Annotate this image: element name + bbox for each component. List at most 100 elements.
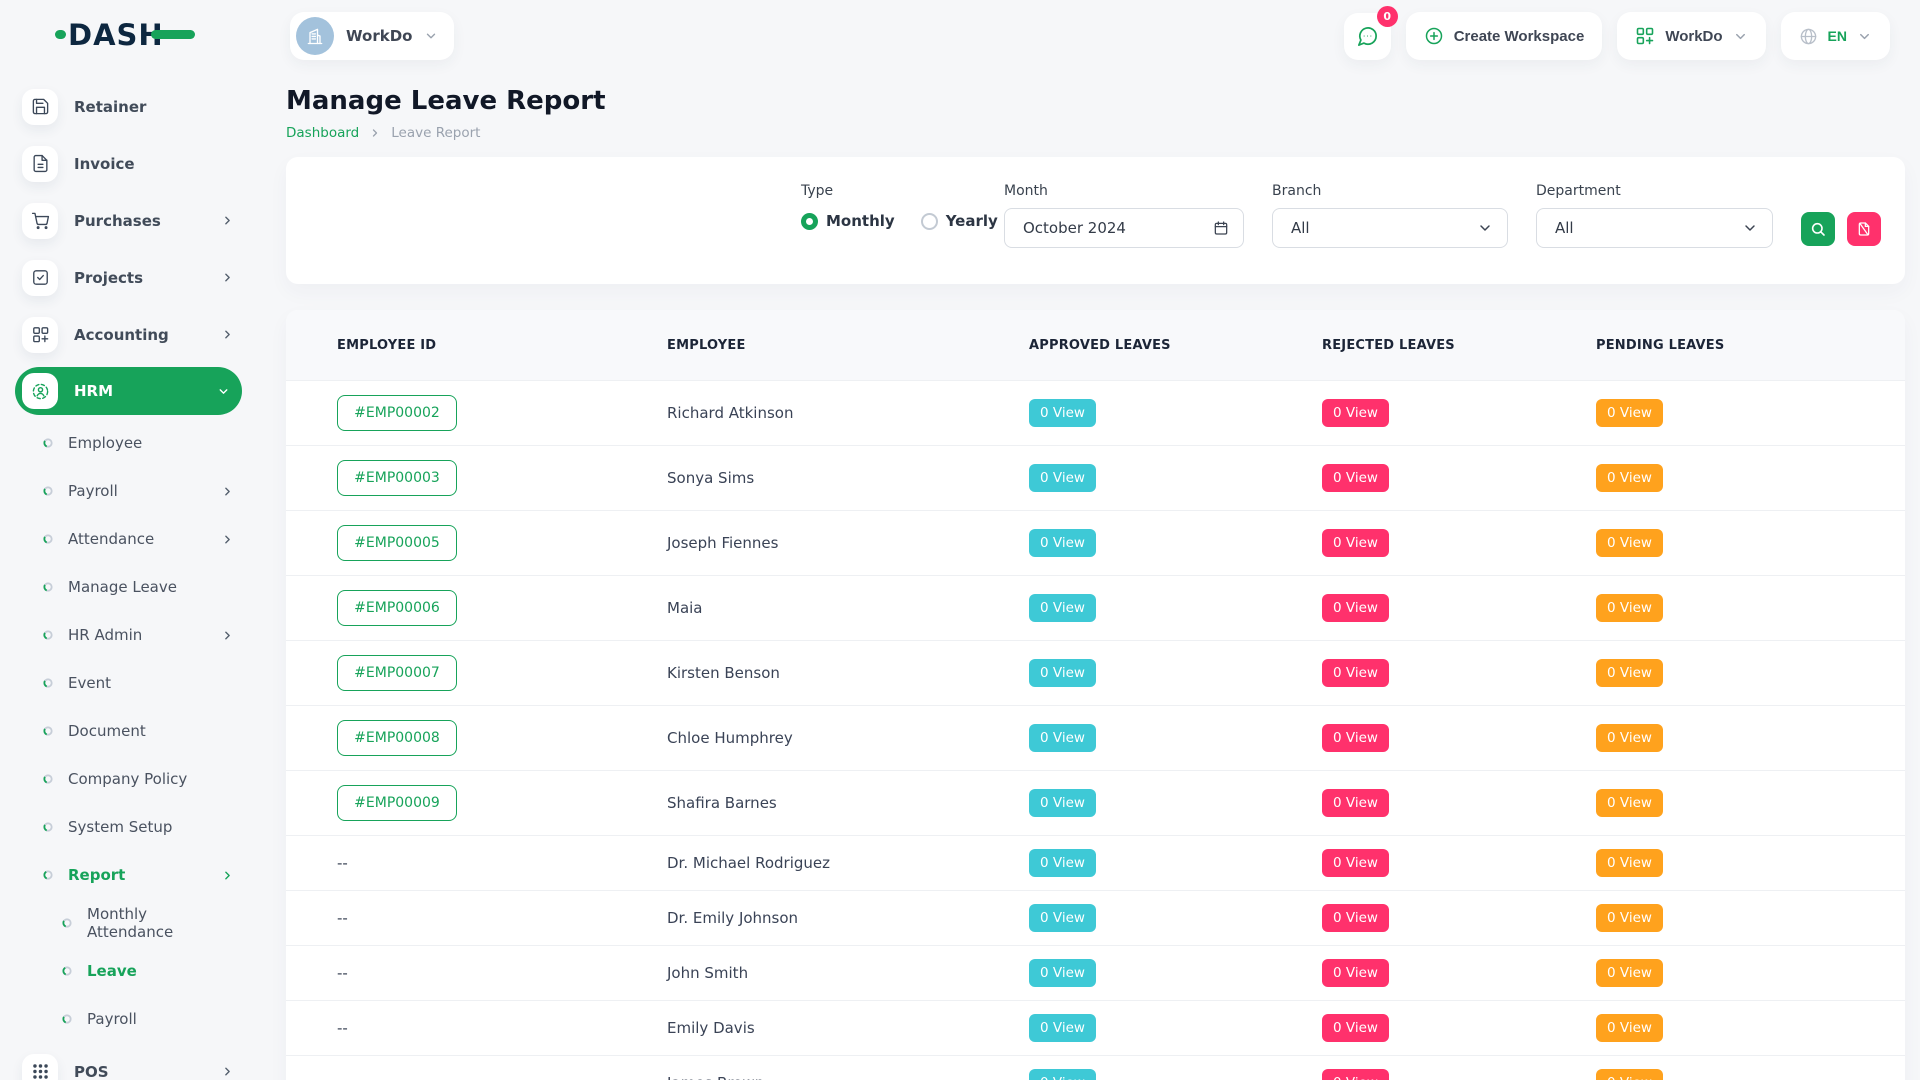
sidebar-item-event[interactable]: Event [20,659,234,707]
sidebar-item-accounting[interactable]: Accounting [20,306,234,363]
bullet-icon [43,822,53,832]
sidebar-item-pos[interactable]: POS [20,1043,234,1080]
approved-leaves-view-badge[interactable]: 0 View [1029,594,1096,622]
table-row: -- John Smith 0 View 0 View 0 View [286,945,1905,1000]
sidebar-item-purchases[interactable]: Purchases [20,192,234,249]
rejected-leaves-view-badge[interactable]: 0 View [1322,1014,1389,1042]
rejected-leaves-view-badge[interactable]: 0 View [1322,789,1389,817]
approved-leaves-view-badge[interactable]: 0 View [1029,399,1096,427]
language-selector[interactable]: EN [1780,12,1890,60]
filter-type-group: Type Monthly Yearly [801,183,998,230]
employee-id-button[interactable]: -- [337,1074,348,1080]
radio-monthly[interactable]: Monthly [801,212,895,230]
employee-id-button[interactable]: #EMP00005 [337,525,457,561]
rejected-leaves-view-badge[interactable]: 0 View [1322,529,1389,557]
employee-id-button[interactable]: -- [337,1019,348,1037]
rejected-leaves-view-badge[interactable]: 0 View [1322,1069,1389,1080]
sidebar-item-system-setup[interactable]: System Setup [20,803,234,851]
sidebar-item-projects[interactable]: Projects [20,249,234,306]
rejected-leaves-view-badge[interactable]: 0 View [1322,399,1389,427]
breadcrumb: Dashboard Leave Report [286,125,1905,141]
table-row: -- Dr. Michael Rodriguez 0 View 0 View 0… [286,835,1905,890]
create-workspace-button[interactable]: Create Workspace [1405,12,1603,60]
employee-id-button[interactable]: -- [337,909,348,927]
radio-yearly[interactable]: Yearly [920,212,998,230]
calendar-icon[interactable] [1213,220,1229,236]
approved-leaves-view-badge[interactable]: 0 View [1029,659,1096,687]
sidebar-item-company-policy[interactable]: Company Policy [20,755,234,803]
employee-name: Richard Atkinson [667,404,794,422]
sidebar-item-attendance[interactable]: Attendance [20,515,234,563]
topbar-right: 0 Create Workspace WorkDo EN [1343,5,1890,60]
leave-report-table: EMPLOYEE ID EMPLOYEE APPROVED LEAVES REJ… [286,310,1905,1080]
messages-button[interactable]: 0 [1343,5,1398,60]
sidebar-item-hrm-active[interactable]: HRM [15,367,242,415]
rejected-leaves-view-badge[interactable]: 0 View [1322,724,1389,752]
approved-leaves-view-badge[interactable]: 0 View [1029,1069,1096,1080]
language-code: EN [1827,28,1847,44]
pending-leaves-view-badge[interactable]: 0 View [1596,659,1663,687]
pending-leaves-view-badge[interactable]: 0 View [1596,1014,1663,1042]
column-pending-leaves: PENDING LEAVES [1596,337,1725,353]
reset-filter-button[interactable] [1847,212,1881,246]
table-row: -- Emily Davis 0 View 0 View 0 View [286,1000,1905,1055]
sidebar-item-monthly-attendance[interactable]: Monthly Attendance [20,899,234,947]
employee-id-button[interactable]: -- [337,854,348,872]
approved-leaves-view-badge[interactable]: 0 View [1029,1014,1096,1042]
employee-id-button[interactable]: #EMP00009 [337,785,457,821]
rejected-leaves-view-badge[interactable]: 0 View [1322,849,1389,877]
pending-leaves-view-badge[interactable]: 0 View [1596,594,1663,622]
sidebar-item-employee[interactable]: Employee [20,419,234,467]
rejected-leaves-view-badge[interactable]: 0 View [1322,594,1389,622]
logo-text: DASH [68,18,164,52]
breadcrumb-dashboard-link[interactable]: Dashboard [286,125,360,141]
sidebar-item-retainer[interactable]: Retainer [20,78,234,135]
employee-id-button[interactable]: #EMP00008 [337,720,457,756]
apps-dropdown[interactable]: WorkDo [1617,12,1766,60]
approved-leaves-view-badge[interactable]: 0 View [1029,724,1096,752]
pending-leaves-view-badge[interactable]: 0 View [1596,529,1663,557]
approved-leaves-view-badge[interactable]: 0 View [1029,904,1096,932]
rejected-leaves-view-badge[interactable]: 0 View [1322,659,1389,687]
workspace-switcher[interactable]: WorkDo [290,12,455,60]
sidebar-item-payroll-report[interactable]: Payroll [20,995,234,1043]
workspace-avatar [296,17,334,55]
sidebar-item-payroll[interactable]: Payroll [20,467,234,515]
approved-leaves-view-badge[interactable]: 0 View [1029,464,1096,492]
approved-leaves-view-badge[interactable]: 0 View [1029,529,1096,557]
sidebar-item-document[interactable]: Document [20,707,234,755]
sidebar-item-invoice[interactable]: Invoice [20,135,234,192]
approved-leaves-view-badge[interactable]: 0 View [1029,789,1096,817]
branch-select[interactable]: All [1272,208,1508,248]
sidebar-item-hr-admin[interactable]: HR Admin [20,611,234,659]
pending-leaves-view-badge[interactable]: 0 View [1596,464,1663,492]
chevron-right-icon [225,487,230,495]
month-input[interactable]: October 2024 [1004,208,1244,248]
pending-leaves-view-badge[interactable]: 0 View [1596,849,1663,877]
radio-unselected-icon[interactable] [920,212,938,230]
employee-id-button[interactable]: #EMP00006 [337,590,457,626]
employee-id-button[interactable]: #EMP00003 [337,460,457,496]
approved-leaves-view-badge[interactable]: 0 View [1029,959,1096,987]
employee-id-button[interactable]: #EMP00007 [337,655,457,691]
sidebar-item-manage-leave[interactable]: Manage Leave [20,563,234,611]
employee-id-button[interactable]: -- [337,964,348,982]
sidebar-item-report-active[interactable]: Report [20,851,234,899]
pending-leaves-view-badge[interactable]: 0 View [1596,959,1663,987]
dash-logo[interactable]: DASH [55,16,195,56]
pending-leaves-view-badge[interactable]: 0 View [1596,904,1663,932]
rejected-leaves-view-badge[interactable]: 0 View [1322,464,1389,492]
rejected-leaves-view-badge[interactable]: 0 View [1322,904,1389,932]
pending-leaves-view-badge[interactable]: 0 View [1596,724,1663,752]
search-button[interactable] [1801,212,1835,246]
pending-leaves-view-badge[interactable]: 0 View [1596,399,1663,427]
search-icon [1811,222,1825,236]
department-select[interactable]: All [1536,208,1773,248]
employee-id-button[interactable]: #EMP00002 [337,395,457,431]
pending-leaves-view-badge[interactable]: 0 View [1596,1069,1663,1080]
sidebar-item-leave-active[interactable]: Leave [20,947,234,995]
rejected-leaves-view-badge[interactable]: 0 View [1322,959,1389,987]
radio-selected-icon[interactable] [801,212,818,230]
approved-leaves-view-badge[interactable]: 0 View [1029,849,1096,877]
pending-leaves-view-badge[interactable]: 0 View [1596,789,1663,817]
